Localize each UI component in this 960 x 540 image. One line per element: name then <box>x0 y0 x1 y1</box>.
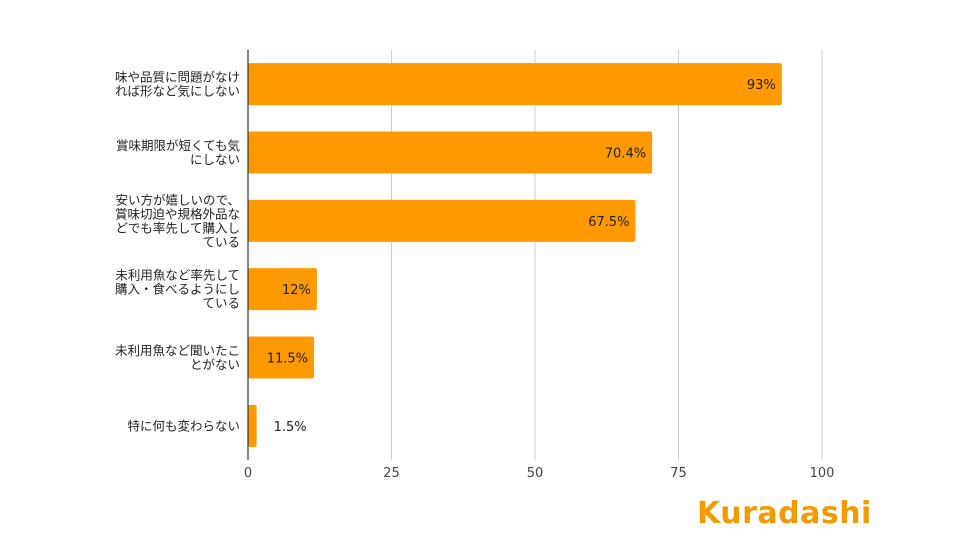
bar <box>248 404 257 447</box>
category-label: 特に何も変わらない <box>127 418 240 433</box>
bar <box>248 131 653 174</box>
x-tick-labels: 0 25 50 75 100 <box>244 466 835 481</box>
bar <box>248 63 782 106</box>
bar <box>248 199 636 242</box>
category-label: 未利用魚など率先して購入・食べるようにしている <box>115 268 240 311</box>
data-label: 70.4% <box>605 147 646 162</box>
x-tick-label: 100 <box>810 466 835 481</box>
data-label: 1.5% <box>274 420 307 435</box>
x-tick-label: 75 <box>670 466 687 481</box>
x-tick-label: 25 <box>383 466 400 481</box>
bar <box>248 336 315 379</box>
category-label: 未利用魚など聞いたことがない <box>115 343 240 372</box>
data-labels: 93% 70.4% 67.5% 12% 11.5% 1.5% <box>267 78 776 435</box>
bar <box>248 268 317 311</box>
category-label: 安い方が嬉しいので、賞味切迫や規格外品などでも率先して購入している <box>115 192 240 249</box>
category-label: 賞味期限が短くても気にしない <box>116 138 240 167</box>
data-label: 93% <box>747 78 776 93</box>
data-label: 67.5% <box>588 215 629 230</box>
data-label: 11.5% <box>267 352 308 367</box>
category-labels: 味や品質に問題がなければ形など気にしない賞味期限が短くても気にしない安い方が嬉し… <box>115 70 240 434</box>
bars <box>248 63 782 447</box>
category-label: 味や品質に問題がなければ形など気にしない <box>115 70 240 99</box>
data-label: 12% <box>282 283 311 298</box>
x-tick-label: 50 <box>527 466 544 481</box>
kuradashi-logo: Kuradashi <box>697 496 872 531</box>
gridlines <box>391 50 823 460</box>
x-tick-label: 0 <box>244 466 252 481</box>
